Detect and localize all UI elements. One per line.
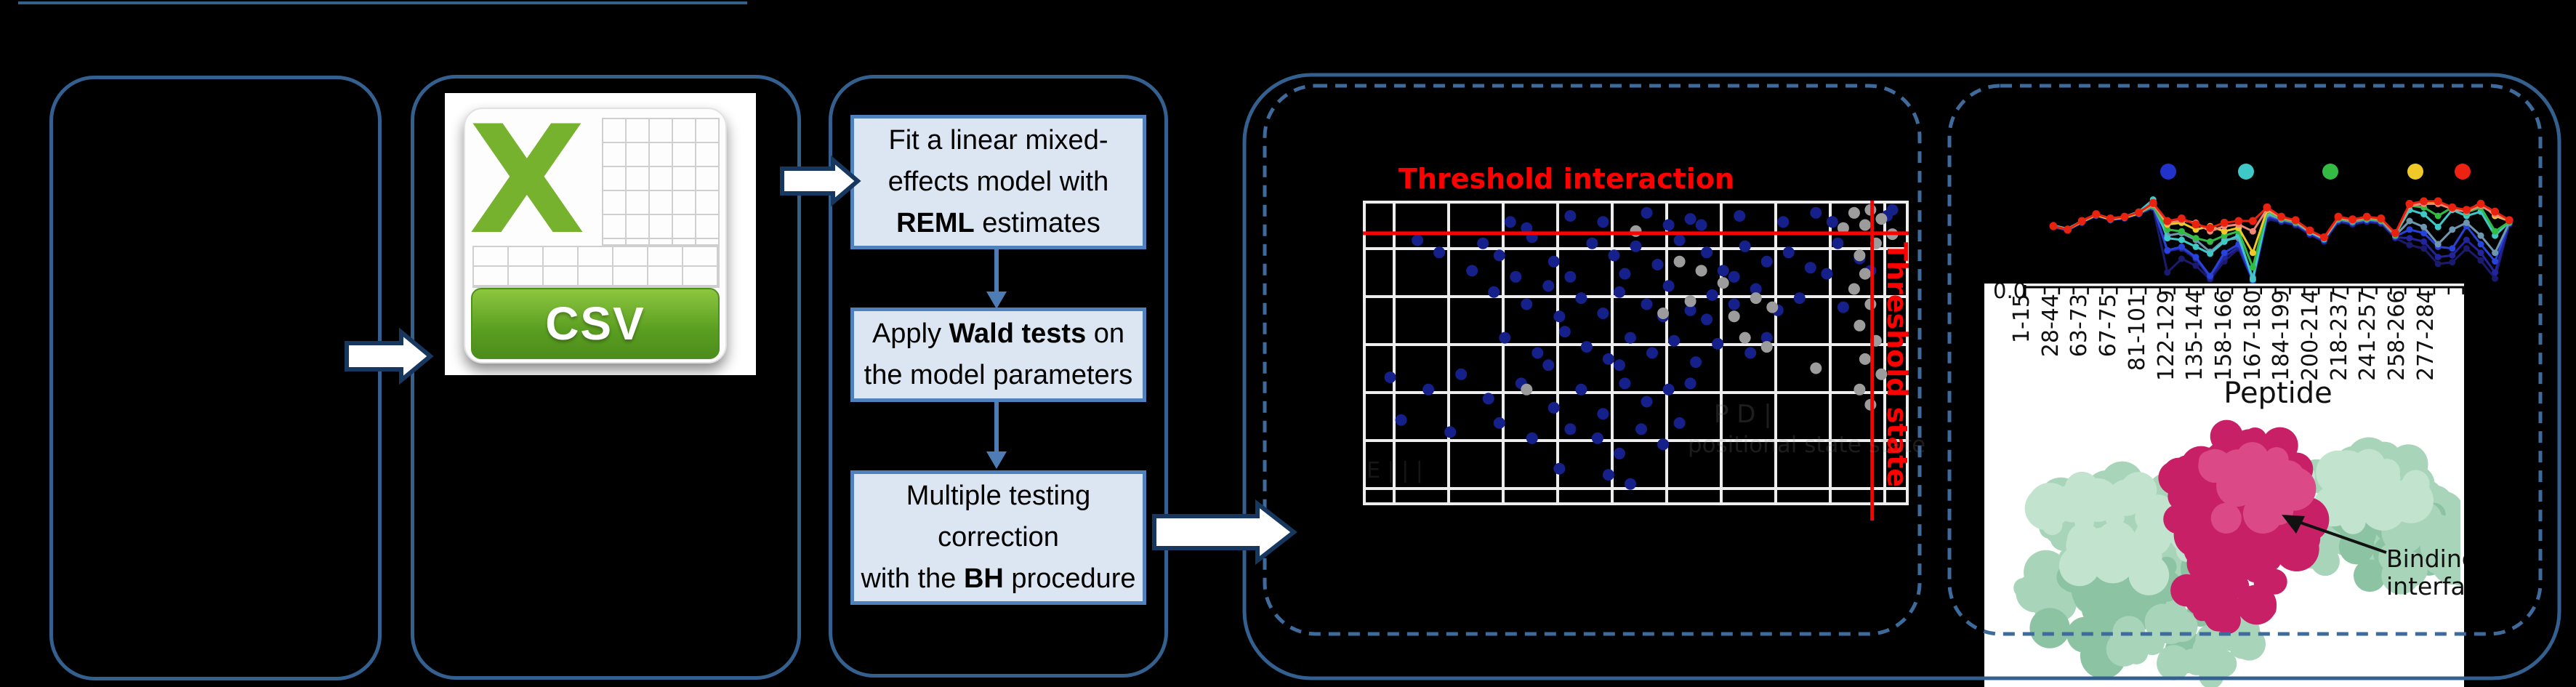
peptide-tick-label: 184-199	[2269, 289, 2295, 381]
uptake-line-chart	[2049, 196, 2513, 285]
input-data-box	[49, 76, 382, 680]
peptide-tick-label: 158-166	[2210, 289, 2237, 381]
peptide-tick-label: 28-44	[2037, 294, 2064, 358]
peptide-tick-label: 135-144	[2182, 289, 2208, 381]
binding-line2: interface	[2386, 572, 2464, 600]
peptide-tick-label: 258-266	[2384, 289, 2410, 381]
csv-file-icon: X CSV	[464, 95, 727, 363]
spreadsheet-grid-top	[602, 118, 720, 246]
binding-interface-annotation: Binding interface	[2386, 545, 2464, 600]
csv-banner: CSV	[471, 288, 720, 359]
ghost-text-3: E | | |	[1367, 458, 1423, 483]
peptide-tick-label: 63-73	[2066, 294, 2093, 358]
csv-label: CSV	[545, 297, 645, 350]
spreadsheet-grid-bottom	[472, 246, 720, 288]
peptide-figure: 0.0 1-15 28-44 63-73 67-75 81-101 122-129 135-…	[1984, 284, 2464, 687]
peptide-tick-label: 1-15	[2009, 294, 2034, 344]
peptide-tick-label: 167-180	[2239, 289, 2266, 381]
flow-step-reml: Fit a linear mixed-effects model with REM…	[850, 115, 1146, 249]
peptide-tick-label: 218-237	[2326, 289, 2352, 381]
threshold-interaction-label: Threshold interaction	[1398, 163, 1734, 195]
peptide-tick-label: 67-75	[2096, 294, 2122, 358]
flow-step-bh: Multiple testing correction with the BH pr…	[850, 470, 1146, 605]
csv-image-background: X CSV	[445, 93, 756, 375]
flow-arrow-3-icon	[1152, 499, 1297, 566]
legend-dot-2	[2238, 164, 2254, 180]
volcano-scatter-plot	[1363, 201, 1909, 521]
flow-step-wald: Apply Wald tests on the model parameters	[850, 308, 1146, 402]
peptide-tick-label: 277-284	[2412, 289, 2439, 381]
binding-line1: Binding	[2386, 545, 2464, 573]
excel-x-glyph: X	[468, 95, 586, 268]
top-border-fragment	[18, 1, 747, 4]
peptide-tick-label: 122-129	[2153, 289, 2179, 381]
peptide-tick-label: 241-257	[2355, 289, 2381, 381]
ghost-text-1: P D |	[1714, 400, 1772, 429]
legend-dot-3	[2322, 164, 2338, 180]
peptide-tick-label: 81-101	[2124, 294, 2150, 371]
peptide-tick-label: 200-214	[2298, 289, 2323, 381]
legend-dot-1	[2160, 164, 2176, 180]
legend-dot-4	[2407, 164, 2423, 180]
ghost-text-2: positional state state	[1688, 432, 1926, 458]
model-fitting-box	[829, 75, 1168, 678]
threshold-state-label: Threshold state	[1881, 242, 1913, 488]
legend-dot-5	[2455, 164, 2471, 180]
